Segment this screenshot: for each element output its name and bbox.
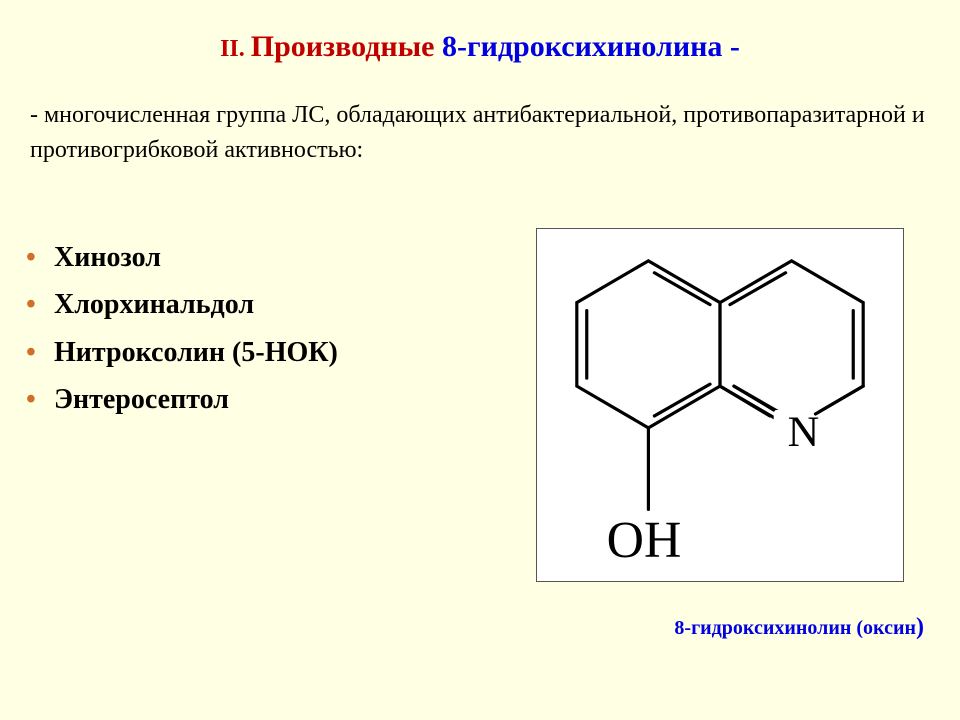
list-item: Хлорхинальдол bbox=[54, 281, 500, 329]
content-row: Хинозол Хлорхинальдол Нитроксолин (5-НОК… bbox=[20, 228, 940, 641]
atom-label-n: N bbox=[788, 407, 820, 455]
list-item: Нитроксолин (5-НОК) bbox=[54, 329, 500, 377]
drug-list: Хинозол Хлорхинальдол Нитроксолин (5-НОК… bbox=[20, 234, 500, 424]
structure-caption: 8-гидроксихинолин (оксин) bbox=[674, 614, 940, 641]
list-item: Энтеросептол bbox=[54, 376, 500, 424]
caption-main: 8-гидроксихинолин (оксин bbox=[674, 617, 916, 639]
title-highlight: 8-гидроксихинолина - bbox=[442, 30, 740, 63]
title-prefix: II. bbox=[220, 36, 251, 62]
caption-paren: ) bbox=[916, 614, 924, 640]
intro-paragraph: - многочисленная группа ЛС, обладающих а… bbox=[30, 98, 932, 168]
title-main: Производные bbox=[251, 30, 442, 63]
molecule-box: N OH bbox=[536, 228, 904, 582]
molecule-svg: N OH bbox=[537, 229, 903, 581]
slide-title: II. Производные 8-гидроксихинолина - bbox=[20, 30, 940, 64]
atom-label-oh: OH bbox=[607, 512, 682, 569]
structure-figure: N OH 8-гидроксихинолин (оксин) bbox=[500, 228, 940, 641]
list-item: Хинозол bbox=[54, 234, 500, 282]
